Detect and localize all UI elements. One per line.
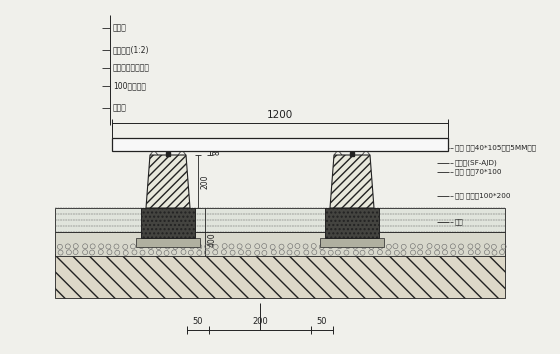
Text: 50: 50 bbox=[193, 317, 203, 326]
Text: 200: 200 bbox=[201, 174, 210, 189]
Bar bbox=[55, 254, 505, 298]
Text: 碎石: 碎石 bbox=[455, 219, 464, 225]
Text: 1200: 1200 bbox=[267, 110, 293, 120]
Bar bbox=[112, 138, 448, 151]
Polygon shape bbox=[330, 155, 374, 208]
Bar bbox=[320, 238, 384, 247]
Polygon shape bbox=[146, 155, 190, 208]
Text: 防渗水泥（细砂）: 防渗水泥（细砂） bbox=[113, 63, 150, 73]
Text: 土垫层: 土垫层 bbox=[113, 103, 127, 113]
Text: 200: 200 bbox=[252, 317, 268, 326]
Text: 80: 80 bbox=[213, 145, 222, 155]
Bar bbox=[55, 208, 505, 232]
Text: 地基 混凝土100*200: 地基 混凝土100*200 bbox=[455, 193, 511, 199]
Text: 水泥砂浆(1:2): 水泥砂浆(1:2) bbox=[113, 46, 150, 55]
Bar bbox=[136, 238, 200, 247]
Bar bbox=[325, 208, 379, 238]
Text: 龙骨 截面70*100: 龙骨 截面70*100 bbox=[455, 169, 502, 175]
Text: 100厚垫层板: 100厚垫层板 bbox=[113, 81, 146, 91]
Text: 硬木 板材40*105，每5MM齿台: 硬木 板材40*105，每5MM齿台 bbox=[455, 145, 536, 151]
Text: 橡胶垫(SF-AJD): 橡胶垫(SF-AJD) bbox=[455, 160, 498, 166]
Bar bbox=[55, 232, 505, 256]
Bar bbox=[141, 208, 195, 238]
Text: 防腐板: 防腐板 bbox=[113, 23, 127, 33]
Text: 400: 400 bbox=[208, 233, 217, 247]
Text: 50: 50 bbox=[317, 317, 327, 326]
